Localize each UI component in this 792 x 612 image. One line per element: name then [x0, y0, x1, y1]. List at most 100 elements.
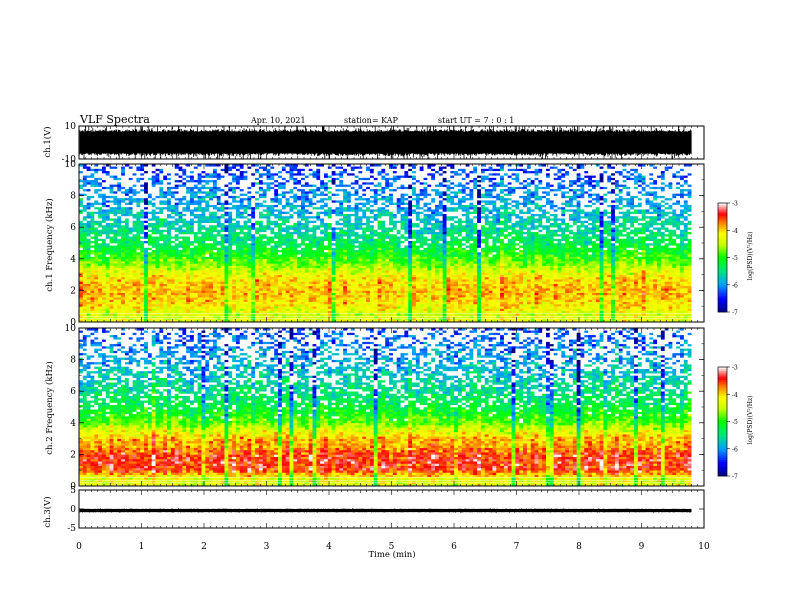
- ch1-spectrogram-cell: [263, 286, 267, 289]
- ch1-spectrogram-cell: [240, 241, 244, 244]
- ch1-spectrogram-cell: [194, 209, 198, 212]
- ch1-spectrogram-cell: [133, 254, 137, 257]
- ch1-spectrogram-cell: [297, 184, 301, 187]
- ch1-spectrogram-cell: [209, 171, 213, 174]
- ch1-spectrogram-cell: [293, 295, 297, 298]
- ch1-spectrogram-cell: [278, 178, 282, 181]
- ch1-spectrogram-cell: [247, 252, 251, 255]
- ch1-spectrogram-cell: [98, 295, 102, 298]
- ch1-spectrogram-cell: [305, 304, 309, 307]
- ch1-spectrogram-cell: [324, 268, 328, 271]
- ch1-spectrogram-cell: [202, 184, 206, 187]
- ch1-spectrogram-cell: [163, 211, 167, 214]
- ch1-spectrogram-cell: [236, 173, 240, 176]
- ch1-spectrogram-cell: [320, 284, 324, 287]
- ch1-spectrogram-cell: [171, 243, 175, 246]
- ch1-spectrogram-cell: [320, 279, 324, 282]
- ch1-spectrogram-cell: [125, 308, 129, 311]
- ch1-spectrogram-cell: [194, 238, 198, 241]
- ch1-spectrogram-cell: [94, 288, 98, 291]
- ch1-spectrogram-cell: [167, 286, 171, 289]
- ch1-spectrogram-cell: [263, 252, 267, 255]
- ch1-spectrogram-cell: [159, 268, 163, 271]
- ch1-spectrogram-cell: [106, 286, 110, 289]
- ch1-spectrogram-cell: [232, 245, 236, 248]
- ch1-spectrogram-cell: [152, 277, 156, 280]
- ch1-spectrogram-cell: [106, 166, 110, 169]
- ch1-spectrogram-cell: [316, 200, 320, 203]
- ch1-spectrogram-cell: [117, 308, 121, 311]
- ch1-spectrogram-cell: [102, 259, 106, 262]
- ch1-spectrogram-cell: [198, 229, 202, 232]
- ch1-spectrogram-cell: [83, 180, 87, 183]
- ch1-spectrogram-cell: [217, 207, 221, 210]
- ch1-spectrogram-cell: [240, 311, 244, 314]
- ch1-spectrogram-cell: [263, 223, 267, 226]
- ch1-spectrogram-cell: [140, 207, 144, 210]
- ch1-spectrogram-cell: [140, 236, 144, 239]
- ch1-spectrogram-cell: [324, 169, 328, 172]
- ch1-spectrogram-cell: [202, 166, 206, 169]
- ch1-spectrogram-cell: [190, 180, 194, 183]
- ch1-spectrogram-cell: [278, 238, 282, 241]
- ch1-spectrogram-cell: [152, 272, 156, 275]
- ch1-spectrogram-cell: [332, 178, 336, 181]
- ch1-spectrogram-cell: [205, 252, 209, 255]
- ch1-spectrogram-cell: [213, 290, 217, 293]
- ch1-spectrogram-cell: [148, 268, 152, 271]
- ch1-spectrogram-cell: [202, 295, 206, 298]
- ch1-spectrogram-cell: [171, 250, 175, 253]
- ch1-spectrogram-cell: [328, 223, 332, 226]
- ch1-spectrogram-cell: [301, 279, 305, 282]
- ch1-spectrogram-cell: [90, 295, 94, 298]
- ch1-spectrogram-cell: [232, 250, 236, 253]
- ch1-spectrogram-cell: [251, 284, 255, 287]
- ch1-spectrogram-cell: [320, 257, 324, 260]
- ch1-spectrogram-cell: [270, 297, 274, 300]
- ch1-spectrogram-cell: [305, 254, 309, 257]
- ch1-spectrogram-cell: [301, 238, 305, 241]
- ch1-spectrogram-cell: [198, 252, 202, 255]
- ch1-spectrogram-cell: [94, 218, 98, 221]
- ch1-spectrogram-cells: [79, 164, 692, 322]
- ch1-spectrogram-cell: [113, 270, 117, 273]
- ch1-spectrogram-cell: [117, 266, 121, 269]
- ch1-spectrogram-cell: [133, 207, 137, 210]
- ch1-spectrogram-cell: [286, 286, 290, 289]
- ch1-spectrogram-cell: [148, 214, 152, 217]
- ch1-spectrogram-cell: [267, 245, 271, 248]
- ch1-spectrogram-cell: [313, 180, 317, 183]
- ch1-spectrogram-cell: [182, 191, 186, 194]
- ch1-spectrogram-cell: [79, 191, 83, 194]
- ch1-spectrogram-cell: [247, 205, 251, 208]
- ch1-spectrogram-cell: [98, 232, 102, 235]
- ch1-spectrogram-cell: [198, 184, 202, 187]
- ch1-spectrogram-cell: [270, 241, 274, 244]
- ch1-spectrogram-cell: [270, 252, 274, 255]
- ch1-spectrogram-cell: [297, 290, 301, 293]
- ch1-spectrogram-cell: [232, 268, 236, 271]
- ch1-spectrogram-cell: [209, 297, 213, 300]
- ch1-spectrogram-cell: [90, 286, 94, 289]
- ch1-spectrogram-cell: [305, 248, 309, 251]
- ch1-spectrogram-cell: [267, 299, 271, 302]
- ch1-spectrogram-cell: [316, 293, 320, 296]
- ch1-spectrogram-cell: [140, 302, 144, 305]
- ch1-spectrogram-cell: [90, 227, 94, 230]
- ch1-spectrogram-cell: [186, 209, 190, 212]
- ch1-spectrogram-cell: [136, 297, 140, 300]
- ch1-spectrogram-cell: [259, 234, 263, 237]
- ch1-spectrogram-cell: [110, 182, 114, 185]
- ch1-spectrogram-cell: [213, 250, 217, 253]
- ch1-spectrogram-cell: [156, 193, 160, 196]
- ch1-spectrogram-cell: [274, 220, 278, 223]
- ch1-spectrogram-cell: [221, 290, 225, 293]
- ch1-spectrogram-cell: [140, 299, 144, 302]
- ch1-spectrogram-cell: [152, 308, 156, 311]
- ch1-spectrogram-cell: [224, 306, 228, 309]
- ch1-spectrogram-cell: [236, 259, 240, 262]
- ch1-spectrogram-cell: [175, 306, 179, 309]
- ch1-spectrogram-cell: [102, 182, 106, 185]
- ch1-spectrogram-cell: [90, 207, 94, 210]
- ch1-spectrogram-cell: [324, 171, 328, 174]
